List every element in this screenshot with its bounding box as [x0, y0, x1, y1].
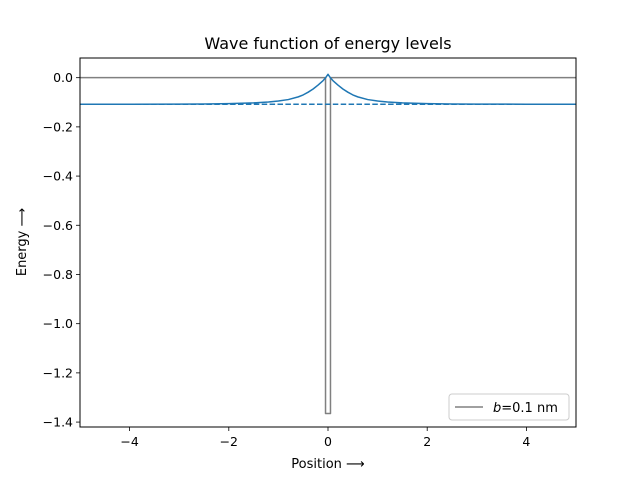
x-axis-label: Position ⟶ — [291, 457, 364, 472]
legend-frame — [448, 393, 570, 421]
y-tick-label: −0.6 — [43, 218, 73, 233]
x-tick-label: 0 — [324, 434, 332, 449]
legend-label-symbol: b — [493, 401, 501, 416]
chart-title: Wave function of energy levels — [204, 34, 451, 53]
y-tick-label: −1.4 — [43, 415, 73, 430]
y-tick-label: −0.8 — [43, 267, 73, 282]
y-axis-ticks: 0.0 −0.2 −0.4 −0.6 −0.8 −1.0 −1.2 −1.4 — [43, 70, 80, 430]
y-tick-label: −1.2 — [43, 365, 73, 380]
y-tick-label: 0.0 — [53, 70, 73, 85]
legend-label-value: =0.1 nm — [501, 401, 558, 416]
y-tick-label: −0.4 — [43, 169, 73, 184]
x-tick-label: 4 — [522, 434, 530, 449]
x-tick-label: −2 — [220, 434, 238, 449]
y-axis-label: Energy ⟶ — [15, 208, 30, 276]
legend: b=0.1 nm — [448, 393, 570, 421]
series-wave-function — [80, 73, 576, 105]
x-tick-label: −4 — [120, 434, 138, 449]
x-tick-label: 2 — [423, 434, 431, 449]
y-tick-label: −1.0 — [43, 316, 73, 331]
series-layer — [80, 73, 576, 415]
plot-area — [79, 57, 577, 428]
series-potential-well — [80, 76, 576, 415]
x-axis-ticks: −4 −2 0 2 4 — [120, 427, 530, 449]
legend-label: b=0.1 nm — [493, 401, 558, 416]
y-tick-label: −0.2 — [43, 119, 73, 134]
